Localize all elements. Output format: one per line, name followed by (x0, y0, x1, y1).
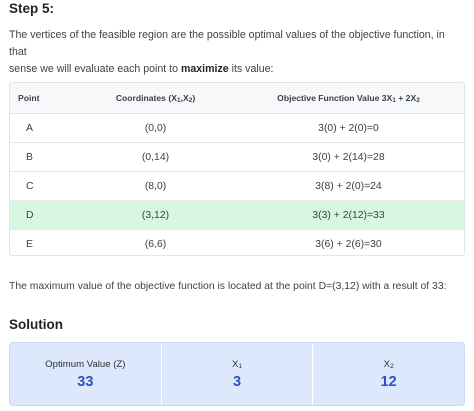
header-objective-value: Objective Function Value 3X1 + 2X2 (233, 83, 464, 114)
vertices-table-grid: Point Coordinates (X1,X2) Objective Func… (10, 83, 464, 256)
cell-coordinates: (8,0) (78, 171, 233, 201)
solution-optimum-value: Optimum Value (Z) 33 (10, 343, 162, 405)
solution-label: X1 (231, 358, 243, 370)
table-row-c: C (8,0) 3(8) + 2(0)=24 (10, 171, 464, 201)
cell-point: B (10, 142, 78, 172)
vertices-table: Point Coordinates (X1,X2) Objective Func… (9, 82, 465, 256)
cell-value: 3(0) + 2(0)=0 (233, 113, 464, 143)
cell-coordinates: (6,6) (144, 238, 167, 250)
intro-text: The vertices of the feasible region are … (9, 27, 465, 78)
cell-value: 3(8) + 2(0)=24 (233, 171, 464, 201)
cell-point: E (26, 238, 33, 250)
cell-point: C (10, 171, 78, 201)
table-row-a: A (0,0) 3(0) + 2(0)=0 (10, 113, 464, 143)
solution-x2: X2 12 (313, 343, 464, 405)
solution-value: 33 (77, 373, 94, 390)
table-row-b: B (0,14) 3(0) + 2(14)=28 (10, 142, 464, 172)
cell-value: 3(3) + 2(12)=33 (233, 200, 464, 230)
table-row-d-optimal: D (3,12) 3(3) + 2(12)=33 (10, 200, 464, 230)
cell-point: D (10, 200, 78, 230)
solution-x1: X1 3 (162, 343, 314, 405)
cell-point: A (10, 113, 78, 143)
solution-title: Solution (9, 317, 63, 332)
cell-coordinates: (0,0) (78, 113, 233, 143)
cell-value: 3(6) + 2(6)=30 (315, 238, 382, 250)
intro-line-2-end: its value: (228, 63, 274, 75)
intro-line-1: The vertices of the feasible region are … (9, 29, 445, 58)
intro-line-2-start: sense we will evaluate each point to (9, 63, 181, 75)
table-header-row: Point Coordinates (X1,X2) Objective Func… (10, 83, 464, 114)
cell-value: 3(0) + 2(14)=28 (233, 142, 464, 172)
table-row-e: E (6,6) 3(6) + 2(6)=30 (10, 230, 464, 256)
intro-bold-word: maximize (180, 63, 229, 75)
solution-value: 3 (232, 373, 242, 390)
conclusion-text: The maximum value of the objective funct… (9, 281, 447, 292)
cell-coordinates: (3,12) (78, 200, 233, 230)
header-coordinates: Coordinates (X1,X2) (78, 83, 233, 114)
solution-label: X2 (383, 358, 394, 370)
cell-coordinates: (0,14) (78, 142, 233, 172)
intro-line-2: sense we will evaluate each point to max… (9, 61, 465, 78)
step-title: Step 5: (9, 1, 55, 16)
solution-box: Optimum Value (Z) 33 X1 3 X2 12 (9, 342, 465, 406)
header-point: Point (10, 83, 78, 114)
solution-value: 12 (380, 373, 397, 390)
solution-label: Optimum Value (Z) (45, 358, 126, 370)
